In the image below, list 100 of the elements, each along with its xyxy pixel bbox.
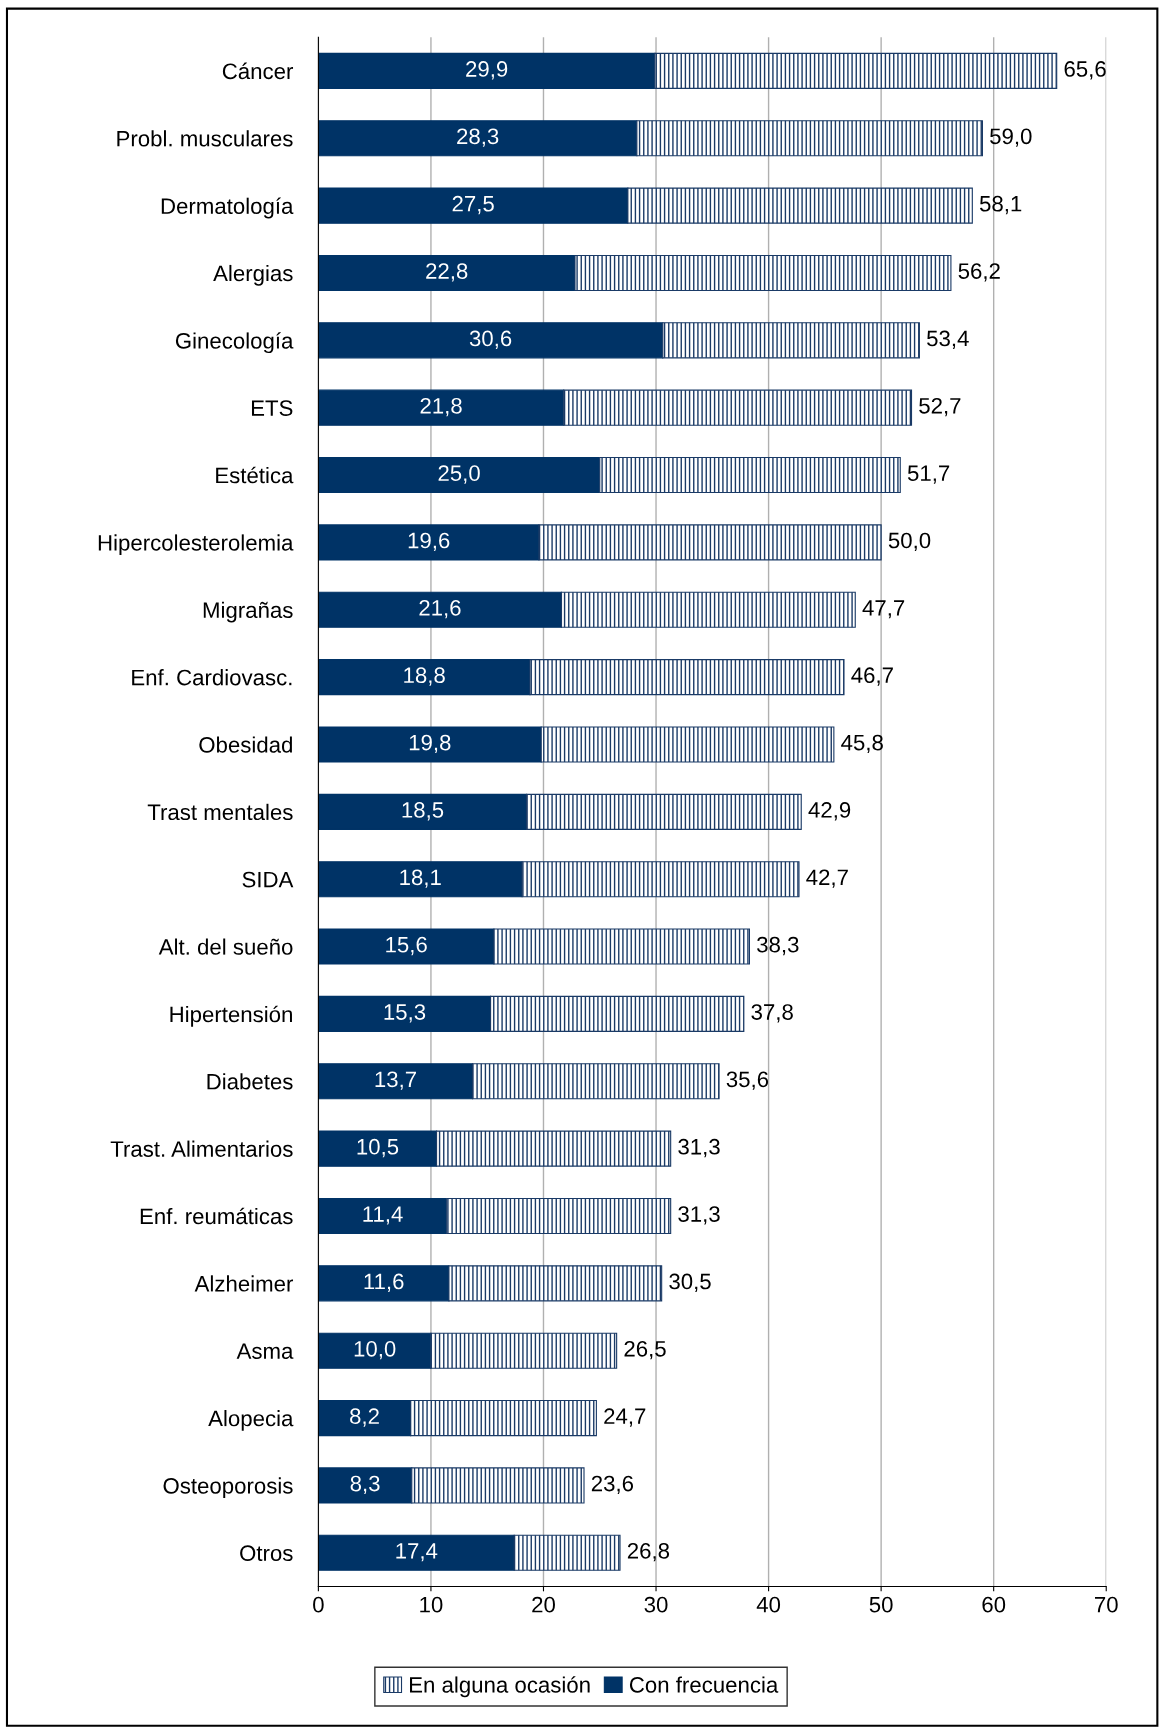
- total-label: 42,7: [806, 869, 848, 888]
- total-label: 31,3: [678, 1206, 720, 1225]
- bar: [493, 928, 751, 965]
- bar: [636, 120, 983, 157]
- x-tick-label: 70: [1095, 1596, 1118, 1613]
- total-label: 23,6: [591, 1475, 634, 1495]
- data-label: 30,6: [469, 330, 512, 349]
- bar: [318, 1197, 448, 1235]
- total-label: 59,0: [990, 128, 1032, 147]
- bar: [318, 389, 565, 426]
- x-tick-label: 20: [532, 1596, 555, 1613]
- bar: [318, 1130, 438, 1167]
- total-label: 53,4: [927, 330, 969, 349]
- data-label: 18,8: [404, 667, 445, 686]
- total-label: 58,1: [979, 195, 1022, 215]
- y-tick-label: Enf. reumáticas: [140, 1207, 293, 1225]
- data-label: 15,6: [386, 936, 427, 956]
- bar: [521, 861, 800, 898]
- data-label: 18,5: [402, 802, 444, 821]
- bar: [318, 1399, 412, 1437]
- bar: [513, 1534, 621, 1571]
- bar: [560, 591, 856, 628]
- bar: [318, 1265, 450, 1302]
- y-tick-label: Hipercolesterolemia: [98, 534, 294, 556]
- bar: [436, 1130, 672, 1167]
- data-label: 21,8: [420, 397, 462, 417]
- bar: [654, 52, 1058, 89]
- bar: [538, 524, 882, 561]
- data-label: 13,7: [375, 1071, 416, 1090]
- bar: [318, 1534, 515, 1571]
- total-label: 26,8: [627, 1543, 670, 1562]
- total-label: 37,8: [751, 1004, 793, 1023]
- data-label: 15,3: [384, 1004, 426, 1023]
- y-tick-label: Trast mentales: [147, 803, 293, 821]
- bar: [318, 861, 523, 898]
- data-label: 25,0: [438, 465, 480, 484]
- bar: [410, 1399, 597, 1437]
- bar: [318, 793, 528, 830]
- bar: [318, 928, 495, 965]
- y-tick-label: Otros: [240, 1545, 293, 1562]
- total-label: 24,7: [604, 1408, 646, 1427]
- bar: [627, 187, 973, 224]
- bar: [318, 52, 656, 89]
- y-tick-label: Trast. Alimentarios: [110, 1140, 293, 1157]
- data-label: 29,9: [466, 61, 508, 80]
- bar: [563, 389, 913, 426]
- y-tick-label: Asma: [236, 1343, 294, 1359]
- x-tick-label: 50: [869, 1596, 893, 1613]
- bar: [318, 995, 492, 1032]
- data-label: 11,6: [364, 1273, 404, 1292]
- y-tick-label: Probl. musculares: [117, 130, 293, 147]
- bar: [574, 254, 952, 292]
- y-tick-label: Dermatología: [161, 197, 294, 219]
- y-tick-label: Alt. del sueño: [158, 938, 293, 955]
- bar: [318, 659, 531, 696]
- data-label: 8,3: [350, 1475, 380, 1495]
- data-label: 10,0: [354, 1340, 396, 1360]
- y-tick-label: Alopecia: [208, 1410, 294, 1431]
- y-tick-label: Enf. Cardiovasc.: [132, 669, 292, 686]
- bar: [662, 322, 920, 359]
- y-tick-label: Estética: [216, 466, 294, 484]
- y-tick-label: Ginecología: [175, 332, 294, 354]
- data-label: 19,6: [408, 532, 450, 551]
- y-tick-label: Obesidad: [199, 736, 292, 753]
- data-label: 22,8: [426, 263, 468, 282]
- total-label: 31,3: [678, 1138, 720, 1158]
- x-tick-label: 60: [982, 1596, 1006, 1613]
- data-label: 10,5: [357, 1138, 399, 1158]
- total-label: 26,5: [624, 1340, 666, 1360]
- total-label: 38,3: [757, 936, 799, 956]
- total-label: 30,5: [669, 1273, 711, 1292]
- x-tick-label: 0: [313, 1596, 324, 1613]
- y-tick-label: Osteoporosis: [163, 1477, 293, 1499]
- total-label: 47,7: [862, 600, 905, 619]
- bar: [318, 1332, 432, 1369]
- data-label: 18,1: [400, 869, 441, 888]
- bar: [318, 1467, 413, 1504]
- x-tick-label: 10: [420, 1596, 443, 1613]
- total-label: 65,6: [1064, 61, 1106, 80]
- bar: [526, 793, 802, 830]
- x-tick-label: 30: [644, 1596, 668, 1613]
- data-label: 21,6: [419, 599, 461, 619]
- bar: [318, 1063, 474, 1100]
- data-label: 17,4: [396, 1543, 438, 1562]
- bar: [318, 524, 540, 561]
- total-label: 42,9: [808, 802, 851, 821]
- bar: [318, 322, 664, 359]
- bar: [529, 659, 845, 696]
- bar: [318, 456, 601, 494]
- y-tick-label: Hipertensión: [170, 1005, 292, 1027]
- total-label: 50,0: [888, 532, 931, 551]
- x-tick-label: 40: [756, 1596, 781, 1613]
- bar: [411, 1467, 585, 1504]
- legend-label: En alguna ocasión: [410, 1676, 590, 1698]
- y-tick-label: Diabetes: [207, 1073, 293, 1090]
- total-label: 35,6: [726, 1071, 769, 1090]
- bar: [318, 187, 629, 224]
- bar: [490, 995, 745, 1032]
- total-label: 51,7: [907, 465, 950, 484]
- y-tick-label: Migrañas: [203, 601, 293, 623]
